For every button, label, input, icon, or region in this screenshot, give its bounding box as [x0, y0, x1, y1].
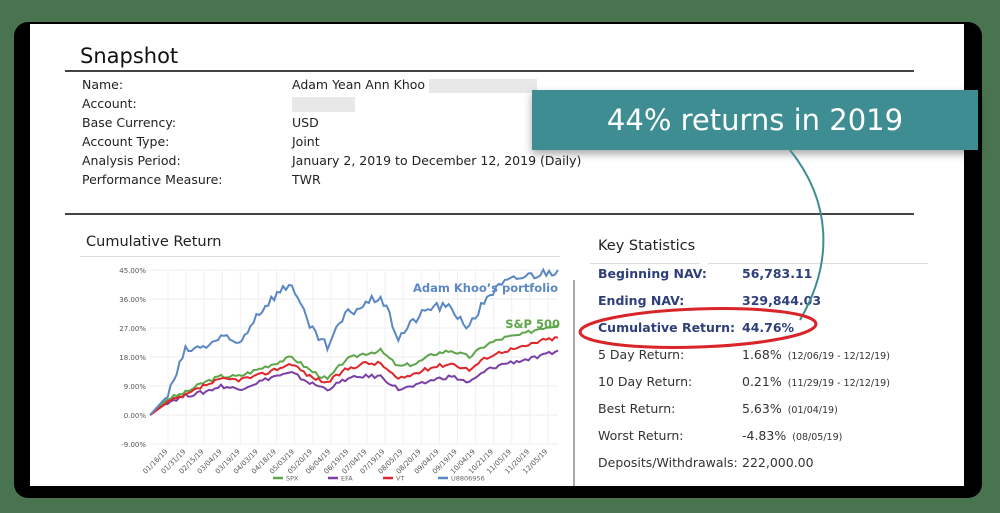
series-line-efa	[149, 349, 559, 416]
stat-value: -4.83% (08/05/19)	[742, 428, 843, 443]
info-label: Account:	[82, 96, 137, 111]
legend-label: U8806956	[451, 475, 485, 483]
redacted-block	[292, 97, 355, 112]
info-value: Adam Yean Ann Khoo	[292, 77, 538, 93]
stat-label: 5 Day Return:	[598, 347, 685, 362]
stat-label: Ending NAV:	[598, 293, 685, 308]
info-label: Analysis Period:	[82, 153, 181, 168]
highlight-circle	[578, 307, 818, 349]
vertical-divider	[573, 280, 575, 486]
stat-value: 1.68% (12/06/19 - 12/12/19)	[742, 347, 890, 362]
stat-value: 222,000.00	[742, 455, 814, 470]
stat-date-range: (01/04/19)	[787, 405, 838, 416]
chart-grid	[150, 269, 558, 445]
account-holder-name: Adam Yean Ann Khoo	[292, 77, 426, 92]
series-line-spx	[149, 323, 559, 416]
stat-label: Cumulative Return:	[598, 320, 735, 335]
y-tick-label: 45.00%	[119, 267, 146, 275]
section-divider	[65, 213, 914, 215]
key-statistics-rule	[708, 263, 928, 264]
stat-date-range: (12/06/19 - 12/12/19)	[787, 351, 890, 362]
y-tick-label: 0.00%	[124, 412, 147, 420]
y-tick-label: 9.00%	[124, 383, 147, 391]
info-value: TWR	[292, 172, 321, 187]
stat-label: 10 Day Return:	[598, 374, 693, 389]
legend-label: EFA	[341, 475, 353, 483]
chart-lines	[149, 267, 559, 416]
info-label: Base Currency:	[82, 115, 177, 130]
callout-banner: 44% returns in 2019	[532, 90, 978, 150]
y-tick-label: 27.00%	[119, 325, 146, 333]
portfolio-annotation: Adam Khoo’s portfolio	[413, 281, 558, 295]
redacted-block	[429, 78, 538, 93]
stat-date-range: (11/29/19 - 12/12/19)	[787, 378, 890, 389]
info-label: Name:	[82, 77, 124, 92]
info-value: Joint	[292, 134, 320, 149]
sp500-annotation: S&P 500	[505, 317, 560, 331]
stat-value: 329,844.03	[742, 293, 822, 308]
stat-value: 56,783.11	[742, 266, 813, 281]
stat-label: Deposits/Withdrawals:	[598, 455, 738, 470]
info-value: USD	[292, 115, 319, 130]
info-value	[292, 96, 355, 112]
y-axis-ticks: 45.00% 36.00% 27.00% 18.00% 9.00% 0.00% -9.00%	[119, 267, 146, 449]
y-tick-label: 18.00%	[119, 354, 146, 362]
y-tick-label: -9.00%	[121, 441, 146, 449]
cumulative-return-title: Cumulative Return	[86, 234, 222, 250]
legend-label: SPX	[286, 475, 299, 483]
stat-value: 44.76%	[742, 320, 795, 335]
series-line-vt	[149, 336, 559, 416]
stat-label: Beginning NAV:	[598, 266, 707, 281]
y-tick-label: 36.00%	[119, 296, 146, 304]
key-statistics-rule	[590, 263, 700, 264]
info-value: January 2, 2019 to December 12, 2019 (Da…	[292, 153, 582, 168]
stat-value: 5.63% (01/04/19)	[742, 401, 838, 416]
info-label: Performance Measure:	[82, 172, 223, 187]
stat-label: Worst Return:	[598, 428, 684, 443]
cumulative-return-chart: 45.00% 36.00% 27.00% 18.00% 9.00% 0.00% -9.00%…	[119, 267, 560, 483]
callout-connector	[789, 149, 825, 321]
series-line-u8806956	[149, 267, 559, 416]
stat-value: 0.21% (11/29/19 - 12/12/19)	[742, 374, 890, 389]
snapshot-title: Snapshot	[80, 44, 179, 68]
title-divider	[65, 70, 914, 72]
stat-date-range: (08/05/19)	[792, 432, 843, 443]
info-label: Account Type:	[82, 134, 170, 149]
stat-label: Best Return:	[598, 401, 676, 416]
cumulative-return-rule	[80, 256, 560, 257]
chart-legend: SPX EFA VT U8806956	[273, 475, 485, 483]
legend-label: VT	[396, 475, 404, 483]
key-statistics-title: Key Statistics	[598, 238, 696, 254]
